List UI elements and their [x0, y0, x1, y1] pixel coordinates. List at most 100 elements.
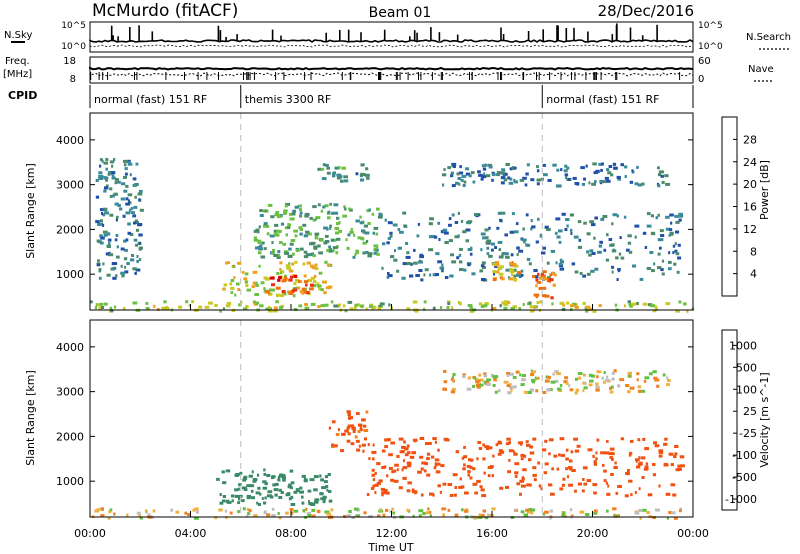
data-cell: [657, 266, 662, 270]
data-cell: [497, 389, 501, 393]
data-cell: [536, 301, 540, 305]
data-cell: [588, 373, 593, 377]
data-cell: [598, 304, 602, 308]
data-cell: [607, 484, 610, 488]
data-cell: [343, 175, 348, 179]
data-cell: [610, 473, 614, 476]
data-cell: [609, 447, 615, 451]
data-cell: [120, 182, 126, 186]
data-cell: [418, 269, 423, 272]
data-cell: [611, 265, 615, 269]
data-cell: [459, 165, 462, 169]
nsearch-hi-label: 10^5: [698, 21, 723, 31]
data-cell: [631, 169, 634, 173]
data-cell: [114, 238, 118, 242]
data-cell: [381, 449, 386, 453]
data-cell: [324, 234, 329, 238]
data-cell: [336, 237, 341, 241]
data-cell: [384, 218, 387, 222]
data-cell: [302, 509, 305, 513]
data-cell: [602, 380, 606, 384]
data-cell: [439, 490, 442, 494]
data-cell: [475, 378, 479, 382]
data-cell: [234, 293, 237, 297]
data-cell: [670, 221, 673, 225]
data-cell: [574, 182, 580, 185]
data-cell: [660, 174, 664, 178]
data-cell: [267, 309, 273, 313]
data-cell: [488, 163, 492, 167]
data-cell: [138, 233, 143, 237]
freq-strip: [89, 56, 694, 84]
data-cell: [270, 288, 276, 292]
data-cell: [595, 382, 599, 386]
data-cell: [229, 511, 233, 515]
data-cell: [602, 215, 608, 218]
data-cell: [188, 304, 191, 308]
data-cell: [381, 493, 384, 497]
data-cell: [137, 223, 143, 226]
freq-strip-frame: [89, 56, 694, 84]
data-cell: [497, 441, 503, 445]
data-cell: [126, 262, 130, 265]
data-cell: [102, 230, 108, 234]
data-cell: [540, 251, 546, 255]
data-cell: [420, 493, 424, 497]
power-colorbar-tick-label: 24: [743, 156, 757, 169]
data-cell: [439, 306, 443, 310]
data-cell: [657, 166, 660, 170]
data-cell: [274, 233, 279, 237]
data-cell: [313, 274, 317, 278]
data-cell: [443, 437, 448, 441]
cpid-mode-label: normal (fast) 151 RF: [546, 93, 659, 106]
data-cell: [263, 276, 268, 280]
data-cell: [573, 235, 579, 239]
data-cell: [222, 481, 227, 485]
data-cell: [338, 303, 341, 307]
data-cell: [468, 174, 472, 178]
data-cell: [313, 245, 318, 249]
data-cell: [640, 456, 646, 460]
data-cell: [376, 252, 380, 256]
data-cell: [378, 479, 383, 483]
data-cell: [393, 469, 397, 473]
data-cell: [398, 486, 403, 490]
data-cell: [361, 443, 366, 447]
data-cell: [139, 208, 144, 212]
data-cell: [470, 171, 475, 175]
data-cell: [287, 223, 291, 227]
data-cell: [334, 444, 338, 448]
data-cell: [474, 376, 477, 380]
data-cell: [273, 488, 279, 492]
data-cell: [483, 172, 486, 176]
data-cell: [98, 268, 102, 272]
data-cell: [309, 242, 314, 246]
data-cell: [583, 386, 588, 390]
beam-title: Beam 01: [369, 5, 432, 21]
data-cell: [97, 259, 100, 263]
data-cell: [419, 253, 424, 257]
data-cell: [241, 270, 245, 274]
data-cell: [554, 379, 559, 383]
data-cell: [594, 216, 598, 220]
data-cell: [536, 280, 541, 284]
data-cell: [127, 193, 133, 197]
data-cell: [331, 445, 335, 449]
data-cell: [389, 234, 393, 238]
data-cell: [484, 228, 489, 232]
data-cell: [528, 507, 533, 511]
data-cell: [673, 262, 677, 266]
data-cell: [488, 254, 493, 258]
data-cell: [577, 372, 583, 375]
data-cell: [568, 459, 573, 463]
data-cell: [357, 423, 363, 427]
data-cell: [313, 475, 319, 479]
power-colorbar-tick-label: 20: [743, 178, 757, 191]
data-cell: [557, 387, 562, 391]
data-cell: [572, 176, 577, 180]
data-cell: [536, 182, 540, 186]
data-cell: [566, 224, 569, 228]
data-cell: [263, 289, 268, 293]
velocity-colorbar-tick-label: -500: [732, 471, 757, 484]
data-cell: [264, 224, 270, 228]
